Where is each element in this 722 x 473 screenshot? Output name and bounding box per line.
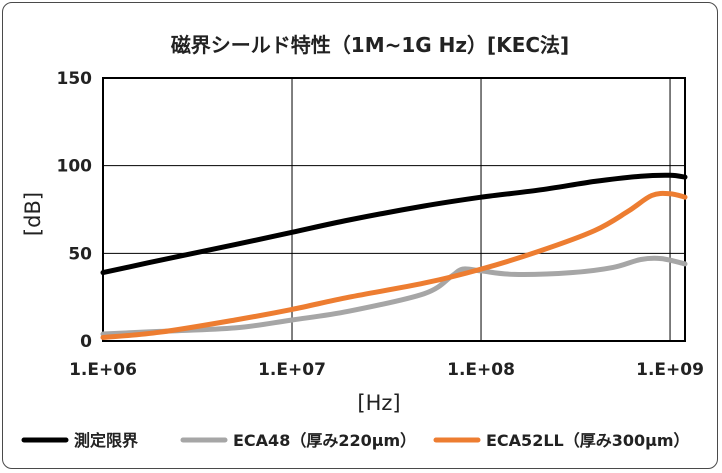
x-tick-label: 1.E+06 [69,360,137,380]
series-group [100,172,688,340]
y-tick-label: 100 [57,157,93,177]
y-axis-label: [dB] [21,192,45,236]
chart-title: 磁界シールド特性（1M~1G Hz）[KEC法] [171,33,569,57]
y-tick-label: 150 [57,69,93,89]
legend-label-1: 測定限界 [74,431,138,450]
series-line-1 [100,172,688,276]
legend-label-2: ECA48（厚み220μm） [233,431,416,450]
y-tick-label: 50 [68,244,92,264]
plot-area [102,77,686,342]
legend-label-3: ECA52LL（厚み300μm） [486,431,690,450]
x-axis-label: [Hz] [357,391,400,415]
series-line-2 [100,255,688,337]
x-tick-label: 1.E+09 [636,360,704,380]
x-tick-label: 1.E+07 [258,360,326,380]
y-tick-label: 0 [80,332,92,352]
x-tick-label: 1.E+08 [447,360,515,380]
tick-labels: 1.E+06 1.E+07 1.E+08 1.E+09 0 50 100 150 [57,69,704,380]
chart-frame [2,2,718,469]
series-line-3 [100,190,688,340]
legend: 測定限界 ECA48（厚み220μm） ECA52LL（厚み300μm） [21,431,690,450]
